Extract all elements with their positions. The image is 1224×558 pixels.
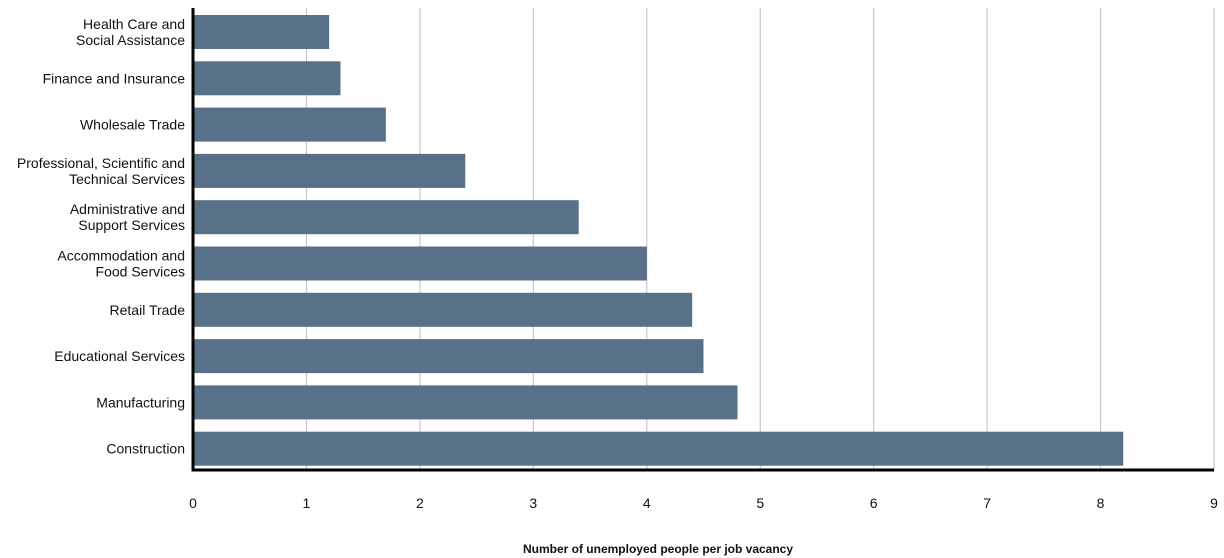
category-label-7: Educational Services <box>54 348 185 364</box>
bar-1 <box>193 61 341 96</box>
bars <box>193 15 1124 466</box>
x-tick-label-3: 3 <box>529 495 537 511</box>
category-label-1: Finance and Insurance <box>43 70 186 86</box>
bar-8 <box>193 385 738 420</box>
bar-2 <box>193 107 386 142</box>
category-label-0: Health Care and Social Assistance <box>76 16 185 48</box>
x-tick-labels: 0 1 2 3 4 5 6 7 8 9 <box>189 495 1218 511</box>
x-axis-title: Number of unemployed people per job vaca… <box>523 542 793 556</box>
x-tick-label-9: 9 <box>1210 495 1218 511</box>
bar-6 <box>193 292 693 327</box>
category-labels: Health Care and Social Assistance Finance … <box>17 16 185 457</box>
bar-4 <box>193 200 579 235</box>
category-label-6: Retail Trade <box>110 302 186 318</box>
axes <box>191 8 1214 472</box>
x-tick-label-6: 6 <box>870 495 878 511</box>
category-label-5: Accommodation and Food Services <box>57 248 185 280</box>
bar-0 <box>193 15 330 49</box>
category-label-2: Wholesale Trade <box>80 117 185 133</box>
x-tick-label-4: 4 <box>643 495 651 511</box>
category-label-9: Construction <box>106 441 185 457</box>
x-tick-label-0: 0 <box>189 495 197 511</box>
x-tick-label-8: 8 <box>1097 495 1105 511</box>
x-tick-label-5: 5 <box>756 495 764 511</box>
bar-7 <box>193 339 704 374</box>
x-tick-label-2: 2 <box>416 495 424 511</box>
category-label-8: Manufacturing <box>96 394 185 410</box>
gridlines <box>305 8 1215 470</box>
x-tick-label-1: 1 <box>303 495 311 511</box>
bar-9 <box>193 431 1124 466</box>
category-label-4: Administrative and Support Services <box>70 201 185 233</box>
bar-3 <box>193 153 466 188</box>
bar-5 <box>193 246 647 281</box>
category-label-3: Professional, Scientific and Technical Se… <box>17 155 185 187</box>
x-tick-label-7: 7 <box>983 495 991 511</box>
